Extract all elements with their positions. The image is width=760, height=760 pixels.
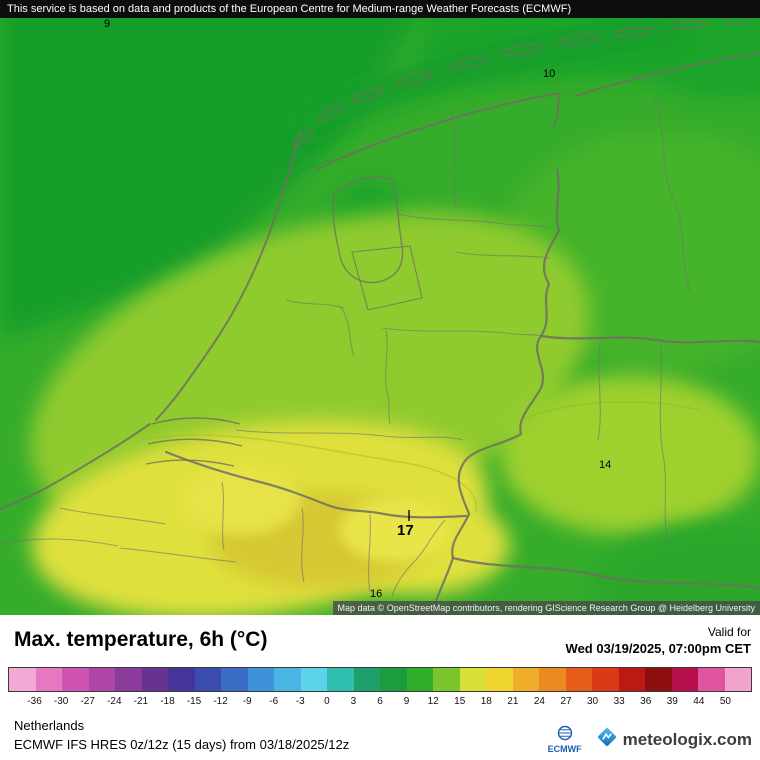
footer-logos: ECMWF meteologix.com [548, 725, 752, 754]
national-borders [164, 168, 760, 615]
map-temp-label: 17 [397, 522, 414, 539]
scale-segment [141, 668, 168, 691]
scale-tick-label: 39 [666, 696, 678, 707]
scale-segment [9, 668, 36, 691]
map-temp-label: 10 [543, 68, 556, 80]
scale-segment [327, 668, 354, 691]
scale-tick-label: 3 [350, 696, 357, 707]
scale-segment [380, 668, 407, 691]
model-run-info: ECMWF IFS HRES 0z/12z (15 days) from 03/… [14, 737, 350, 752]
scale-segment [539, 668, 566, 691]
scale-tick-label: -12 [213, 696, 228, 707]
scale-tick-label: 27 [560, 696, 572, 707]
isotherm-contours [69, 159, 701, 513]
scale-segment [698, 668, 725, 691]
legend-footer: Max. temperature, 6h (°C) Valid for Wed … [0, 615, 760, 760]
temperature-map[interactable]: 9 10 14 17 16 Map data © OpenStreetMap contr… [0, 0, 760, 615]
scale-segment [247, 668, 274, 691]
scale-segment [62, 668, 89, 691]
scale-tick-label: -6 [269, 696, 279, 707]
scale-segment [88, 668, 115, 691]
scale-segment [115, 668, 142, 691]
scale-tick-label: -21 [133, 696, 149, 707]
scale-tick-label: 44 [693, 696, 705, 707]
scale-segment [194, 668, 221, 691]
map-temp-label: 9 [104, 18, 111, 30]
page-title: Max. temperature, 6h (°C) [14, 628, 268, 651]
scale-segment [35, 668, 62, 691]
scale-segment [406, 668, 433, 691]
ecmwf-globe-icon [557, 725, 573, 743]
scale-tick-label: 6 [377, 696, 383, 707]
ecmwf-logo[interactable]: ECMWF [548, 725, 582, 754]
scale-tick-label: -27 [80, 696, 95, 707]
scale-tick-label: -30 [53, 696, 69, 707]
temperature-scale-ticks: -36 -30 -27 -24 -21 -18 -15 -12 -9 -6 -3 0 3 6 9 12 15 18… [8, 696, 752, 709]
map-temp-label: 16 [370, 588, 383, 600]
scale-tick-label: 15 [454, 696, 466, 707]
scale-tick-label: 21 [507, 696, 519, 707]
scale-tick-label: -3 [295, 696, 305, 707]
temperature-field-svg [0, 0, 760, 615]
scale-segment [724, 668, 751, 691]
scale-tick-label: 33 [613, 696, 625, 707]
scale-segment [671, 668, 698, 691]
scale-tick-label: 36 [640, 696, 652, 707]
scale-segment [618, 668, 645, 691]
ecmwf-service-banner: This service is based on data and produc… [0, 0, 760, 18]
scale-segment [221, 668, 248, 691]
scale-tick-label: 30 [587, 696, 599, 707]
scale-tick-label: 24 [533, 696, 545, 707]
scale-tick-label: 12 [427, 696, 439, 707]
scale-segment [433, 668, 460, 691]
scale-segment [565, 668, 592, 691]
meteologix-diamond-icon [596, 726, 618, 753]
meteologix-logo-label: meteologix.com [622, 729, 752, 749]
scale-segment [592, 668, 619, 691]
scale-segment [512, 668, 539, 691]
scale-tick-label: 50 [719, 696, 731, 707]
scale-tick-label: 0 [324, 696, 330, 707]
scale-segment [486, 668, 513, 691]
scale-segment [459, 668, 486, 691]
scale-segment [168, 668, 195, 691]
region-name: Netherlands [14, 718, 85, 733]
meteologix-logo[interactable]: meteologix.com [596, 726, 752, 753]
scale-tick-label: -36 [27, 696, 42, 707]
valid-for-label: Valid for [707, 625, 751, 639]
coastline [0, 52, 760, 510]
map-temp-label: 14 [599, 459, 612, 471]
ecmwf-logo-label: ECMWF [547, 744, 582, 754]
province-borders [0, 95, 691, 597]
scale-tick-label: -9 [242, 696, 252, 707]
scale-tick-label: 18 [480, 696, 492, 707]
scale-segment [300, 668, 327, 691]
map-attribution: Map data © OpenStreetMap contributors, r… [332, 601, 760, 615]
scale-segment [353, 668, 380, 691]
temperature-color-scale [8, 667, 752, 692]
scale-tick-label: 9 [403, 696, 410, 707]
scale-tick-label: -18 [160, 696, 175, 707]
valid-for-datetime: Wed 03/19/2025, 07:00pm CET [565, 641, 751, 656]
scale-tick-label: -24 [107, 696, 122, 707]
scale-segment [645, 668, 672, 691]
scale-segment [274, 668, 301, 691]
scale-tick-label: -15 [186, 696, 202, 707]
